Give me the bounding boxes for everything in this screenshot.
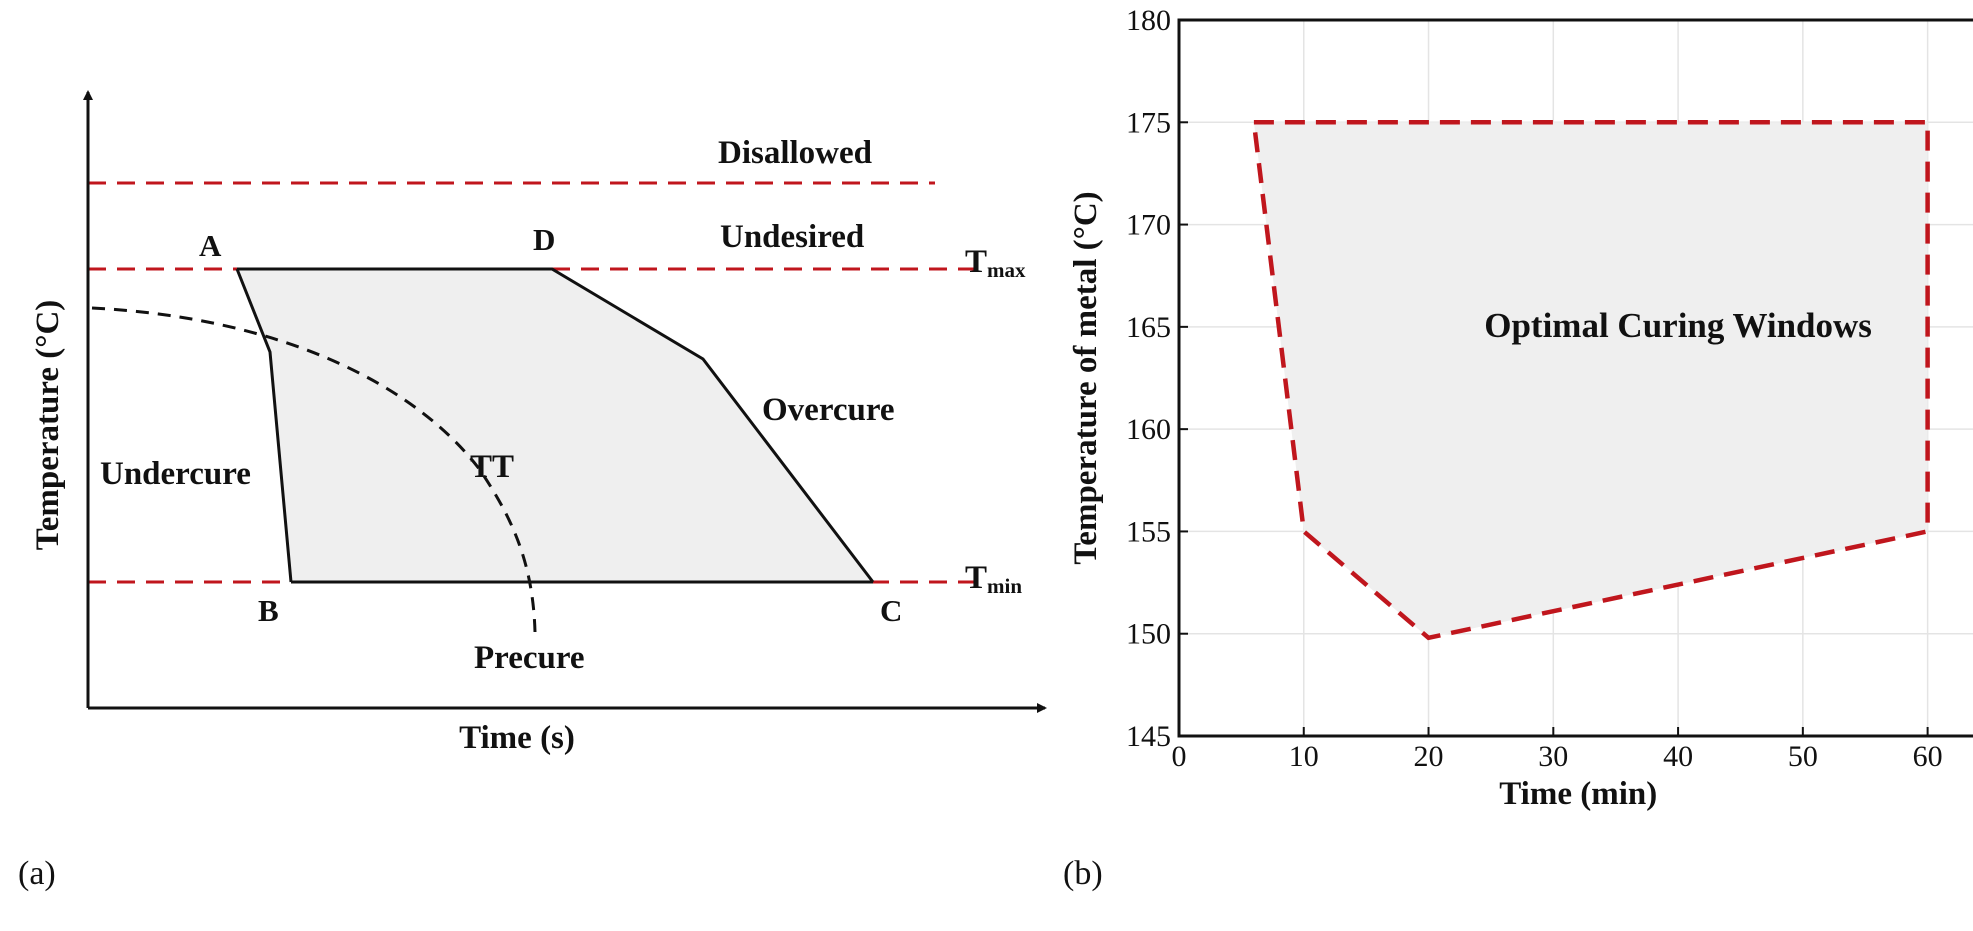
x-tick-label: 10 xyxy=(1289,740,1319,773)
panel-b-label: (b) xyxy=(1063,855,1103,892)
x-tick-label: 30 xyxy=(1538,740,1568,773)
panel-b-chart: 0 10 20 30 40 50 60 145 150 155 160 165 170 175 180 O… xyxy=(1068,4,1973,812)
panel-b-y-axis-title: Temperature of metal (°C) xyxy=(1068,191,1104,564)
optimal-window-label: Optimal Curing Windows xyxy=(1484,306,1872,345)
x-tick-label: 20 xyxy=(1414,740,1444,773)
y-tick-label: 150 xyxy=(1126,618,1171,651)
undercure-boundary xyxy=(235,268,293,583)
y-tick-label: 160 xyxy=(1126,413,1171,446)
tt-label: TT xyxy=(470,449,514,485)
disallowed-label: Disallowed xyxy=(718,135,872,171)
tmin-label: Tmin xyxy=(965,560,1022,598)
panel-a-y-axis-title: Temperature (°C) xyxy=(30,300,66,551)
y-tick-label: 165 xyxy=(1126,311,1171,344)
y-tick-label: 145 xyxy=(1126,720,1171,753)
undercure-label: Undercure xyxy=(100,456,251,492)
panel-a-label: (a) xyxy=(18,855,56,892)
plot-frame xyxy=(1177,18,1973,738)
panel-a-curing-diagram: Disallowed Undesired Overcure Undercure … xyxy=(30,90,1047,756)
optimal-window-area xyxy=(1253,122,1928,638)
y-tick-label: 175 xyxy=(1126,106,1171,139)
point-c-label: C xyxy=(880,593,902,628)
undesired-label: Undesired xyxy=(720,219,864,255)
precure-label: Precure xyxy=(474,640,585,676)
panel-b-x-axis-title: Time (min) xyxy=(1499,776,1657,812)
cure-window-boundary xyxy=(237,267,875,583)
point-b-label: B xyxy=(258,593,279,628)
point-a-label: A xyxy=(199,228,222,263)
x-tick-label: 40 xyxy=(1663,740,1693,773)
y-tick-label: 170 xyxy=(1126,209,1171,242)
tmax-label: Tmax xyxy=(965,244,1026,282)
y-ticks: 145 150 155 160 165 170 175 180 xyxy=(1126,4,1188,753)
overcure-label: Overcure xyxy=(762,392,895,428)
x-tick-label: 0 xyxy=(1172,740,1187,773)
x-ticks: 0 10 20 30 40 50 60 xyxy=(1172,727,1943,773)
x-tick-label: 50 xyxy=(1788,740,1818,773)
x-tick-label: 60 xyxy=(1913,740,1943,773)
tt-curve xyxy=(91,306,537,633)
cure-window-region xyxy=(237,269,873,582)
y-tick-label: 155 xyxy=(1126,515,1171,548)
point-d-label: D xyxy=(533,222,555,257)
optimal-window-boundary xyxy=(1251,120,1930,641)
y-tick-label: 180 xyxy=(1126,4,1171,37)
panel-a-x-axis-title: Time (s) xyxy=(459,720,575,756)
